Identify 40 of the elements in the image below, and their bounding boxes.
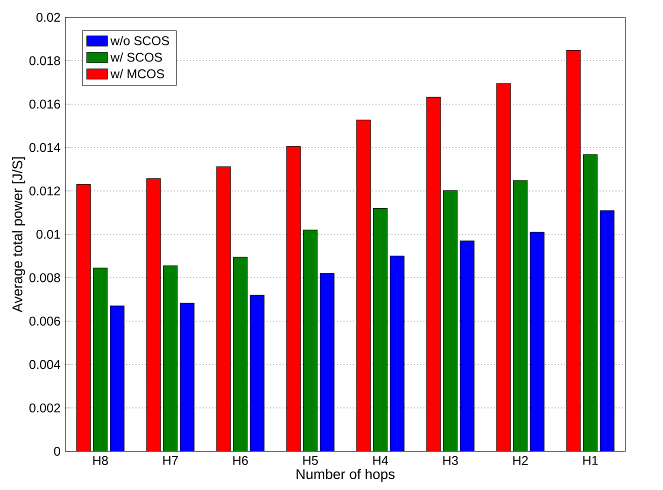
y-tick-label: 0.004 (29, 360, 60, 370)
legend-label: w/ MCOS (110, 68, 164, 78)
bar (356, 120, 371, 452)
bar (320, 273, 334, 452)
bar (426, 96, 441, 452)
y-axis-title: Average total power [J/S] (12, 157, 26, 312)
y-tick-label: 0.01 (36, 230, 60, 239)
x-tick-label: H5 (303, 456, 318, 465)
bar (286, 146, 301, 452)
bar (530, 232, 544, 452)
y-tick-label: 0.02 (36, 12, 60, 22)
x-tick-label: H4 (373, 456, 388, 465)
x-tick-label: H2 (513, 456, 528, 465)
bar (390, 256, 404, 452)
bar (180, 302, 194, 452)
bar (250, 294, 264, 452)
bar (216, 166, 231, 452)
x-tick-label: H7 (163, 456, 178, 465)
y-tick-label: 0.008 (29, 273, 60, 282)
x-tick-label: H3 (443, 456, 458, 466)
y-tick-label: 0.012 (29, 186, 60, 196)
x-tick-label: H1 (583, 456, 598, 465)
legend-label: w/ SCOS (110, 52, 162, 62)
y-tick-label: 0.006 (29, 316, 60, 326)
x-axis-title: Number of hops (296, 468, 395, 482)
x-tick-label: H8 (93, 456, 108, 466)
bar (496, 83, 511, 452)
bar (600, 210, 614, 452)
bar (566, 50, 581, 452)
x-tick-label: H6 (233, 456, 248, 466)
bar (146, 178, 161, 452)
y-tick-label: 0.016 (29, 100, 60, 109)
y-tick-label: 0 (54, 446, 60, 456)
y-tick-label: 0.002 (29, 403, 60, 412)
bar (76, 184, 91, 452)
legend-label: w/o SCOS (110, 36, 169, 46)
y-tick-label: 0.018 (29, 56, 60, 66)
bar (110, 306, 124, 452)
y-tick-label: 0.014 (29, 143, 60, 152)
bar (460, 240, 474, 452)
